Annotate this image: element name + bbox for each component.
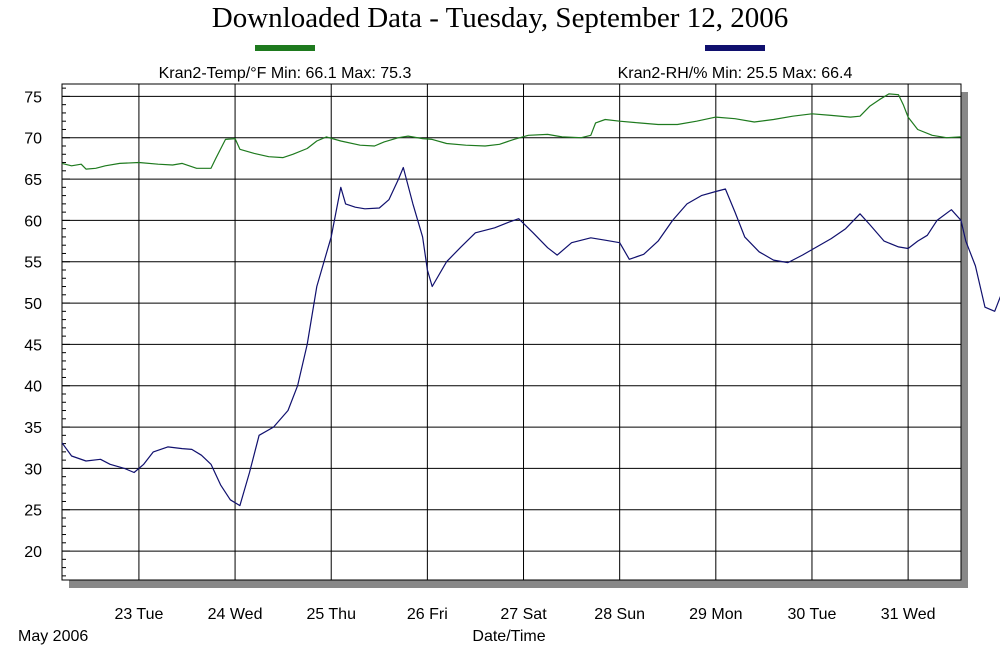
x-tick-label: 27 Sat — [500, 606, 547, 623]
y-tick-label: 60 — [24, 213, 42, 230]
y-tick-label: 55 — [24, 255, 42, 272]
y-tick-label: 30 — [24, 461, 42, 478]
series-temp-line — [61, 93, 962, 170]
y-axis: 20 25 30 35 40 45 50 55 60 65 70 75 — [24, 89, 42, 561]
x-tick-label: 28 Sun — [594, 606, 645, 623]
y-tick-label: 70 — [24, 131, 42, 148]
y-tick-label: 20 — [24, 544, 42, 561]
y-tick-label: 25 — [24, 503, 42, 520]
x-tick-label: 29 Mon — [689, 606, 742, 623]
x-tick-label: 26 Fri — [407, 606, 448, 623]
chart-title: Downloaded Data - Tuesday, September 12,… — [212, 2, 788, 34]
y-tick-label: 40 — [24, 379, 42, 396]
x-axis-sublabel: May 2006 — [18, 628, 88, 645]
legend-swatch-rh — [705, 45, 765, 51]
x-axis: 23 Tue 24 Wed 25 Thu 26 Fri 27 Sat 28 Sun 29 M… — [114, 606, 935, 623]
series-lines — [61, 93, 1000, 507]
x-tick-label: 23 Tue — [114, 606, 163, 623]
plot-area — [61, 83, 962, 581]
y-tick-label: 45 — [24, 337, 42, 354]
y-tick-label: 35 — [24, 420, 42, 437]
legend-swatch-temp — [255, 45, 315, 51]
x-tick-label: 30 Tue — [787, 606, 836, 623]
grid — [62, 84, 961, 580]
y-tick-label: 65 — [24, 172, 42, 189]
x-tick-label: 24 Wed — [208, 606, 263, 623]
x-axis-title: Date/Time — [472, 628, 545, 645]
legend-temp: Kran2-Temp/°F Min: 66.1 Max: 75.3 — [159, 65, 412, 82]
legend-rh: Kran2-RH/% Min: 25.5 Max: 66.4 — [618, 65, 853, 82]
x-tick-label: 25 Thu — [306, 606, 356, 623]
y-tick-label: 50 — [24, 296, 42, 313]
series-rh-line — [61, 166, 1000, 507]
x-tick-label: 31 Wed — [881, 606, 936, 623]
y-tick-label: 75 — [24, 89, 42, 106]
